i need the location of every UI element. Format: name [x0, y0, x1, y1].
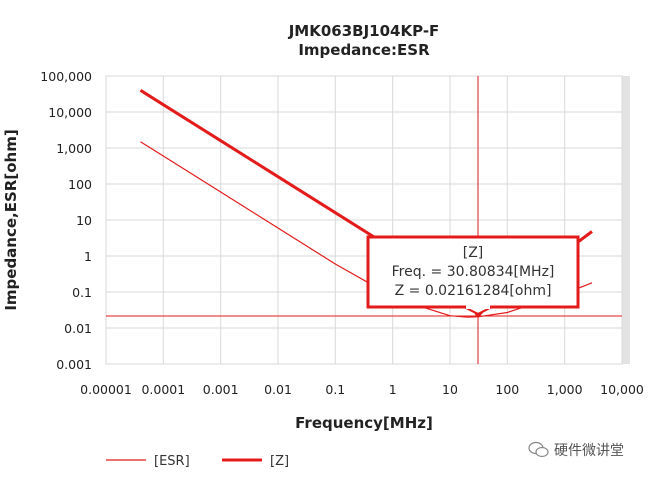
watermark-text: 硬件微讲堂: [554, 443, 624, 459]
x-tick-label: 0.01: [264, 382, 292, 397]
x-tick-label: 0.001: [203, 382, 239, 397]
x-tick-label: 100: [495, 382, 519, 397]
x-tick-label: 10,000: [600, 382, 644, 397]
legend-esr-label: [ESR]: [154, 454, 190, 469]
y-tick-label: 0.001: [56, 357, 92, 372]
x-tick-label: 0.1: [325, 382, 345, 397]
y-tick-label: 10: [76, 213, 92, 228]
legend: [ESR] [Z]: [106, 454, 289, 469]
y-tick-label: 100,000: [40, 69, 92, 84]
watermark: 硬件微讲堂: [528, 440, 624, 460]
y-tick-label: 0.01: [64, 321, 92, 336]
y-axis-title: Impedance,ESR[ohm]: [2, 129, 20, 310]
y-tick-labels: 100,000 10,000 1,000 100 10 1 0.1 0.01 0.001: [40, 69, 92, 372]
tooltip-frequency: Freq. = 30.80834[MHz]: [392, 264, 555, 280]
chart-subtitle: Impedance:ESR: [298, 41, 430, 59]
y-tick-label: 1,000: [56, 141, 92, 156]
x-tick-label: 10: [442, 382, 458, 397]
tooltip-title: [Z]: [463, 245, 484, 261]
tooltip-impedance: Z = 0.02161284[ohm]: [395, 283, 552, 299]
x-tick-label: 1: [389, 382, 397, 397]
y-tick-label: 10,000: [48, 105, 92, 120]
y-tick-label: 0.1: [72, 285, 92, 300]
wechat-icon: [528, 441, 549, 458]
cursor-group: [Z] Freq. = 30.80834[MHz] Z = 0.02161284[o…: [106, 76, 622, 364]
y-tick-label: 100: [68, 177, 92, 192]
plot-shadow: [622, 76, 630, 364]
legend-z-label: [Z]: [270, 454, 289, 469]
x-tick-label: 0.00001: [80, 382, 132, 397]
x-axis-title: Frequency[MHz]: [295, 414, 433, 432]
chart-title: JMK063BJ104KP-F: [288, 22, 440, 40]
x-tick-labels: 0.00001 0.0001 0.001 0.01 0.1 1 10 100 1,000 10,0…: [80, 382, 644, 397]
tooltip-pointer-join: [466, 305, 491, 309]
x-tick-label: 0.0001: [141, 382, 185, 397]
y-tick-label: 1: [84, 249, 92, 264]
x-tick-label: 1,000: [547, 382, 583, 397]
